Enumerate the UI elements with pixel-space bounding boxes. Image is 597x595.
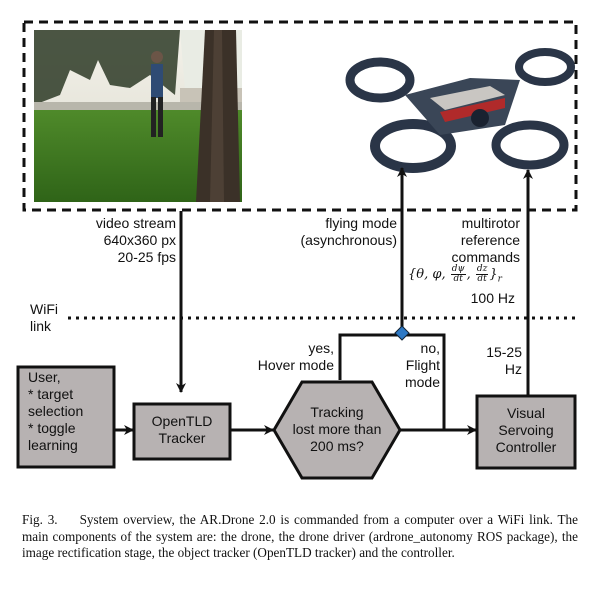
tracker-box-text: OpenTLD Tracker — [151, 413, 213, 446]
controller-rate-label: 15-25 Hz — [486, 344, 522, 377]
drone-image — [345, 48, 575, 173]
command-vector-formula: {θ, φ, dψ dt, dz dt}r — [408, 264, 502, 285]
no-branch-label: no, Flight mode — [404, 340, 440, 390]
yes-branch-label: yes, Hover mode — [257, 340, 334, 373]
wifi-label: WiFi link — [30, 301, 58, 334]
tracker-box — [132, 402, 232, 461]
controller-box — [475, 394, 577, 470]
decision-hexagon — [272, 380, 402, 480]
junction-diamond — [394, 325, 410, 341]
user-box-text: User, * target selection * toggle learni… — [28, 369, 84, 453]
reference-commands-label: multirotor reference commands — [451, 215, 520, 265]
figure-caption: Fig. 3. System overview, the AR.Drone 2.0… — [22, 512, 578, 562]
video-stream-label: video stream 640x360 px 20-25 fps — [95, 215, 176, 265]
caption-text: System overview, the AR.Drone 2.0 is com… — [22, 512, 578, 560]
user-box — [16, 365, 116, 469]
camera-image — [34, 30, 242, 202]
controller-box-text: Visual Servoing Controller — [495, 405, 557, 455]
reference-rate-label: 100 Hz — [470, 290, 515, 306]
decision-text: Tracking lost more than 200 ms? — [292, 404, 382, 454]
system-diagram — [16, 20, 578, 480]
caption-label: Fig. 3. — [22, 512, 58, 527]
flying-mode-label: flying mode (asynchronous) — [300, 215, 398, 248]
drone-frame — [22, 20, 578, 212]
mode-branch-lines — [338, 333, 446, 430]
